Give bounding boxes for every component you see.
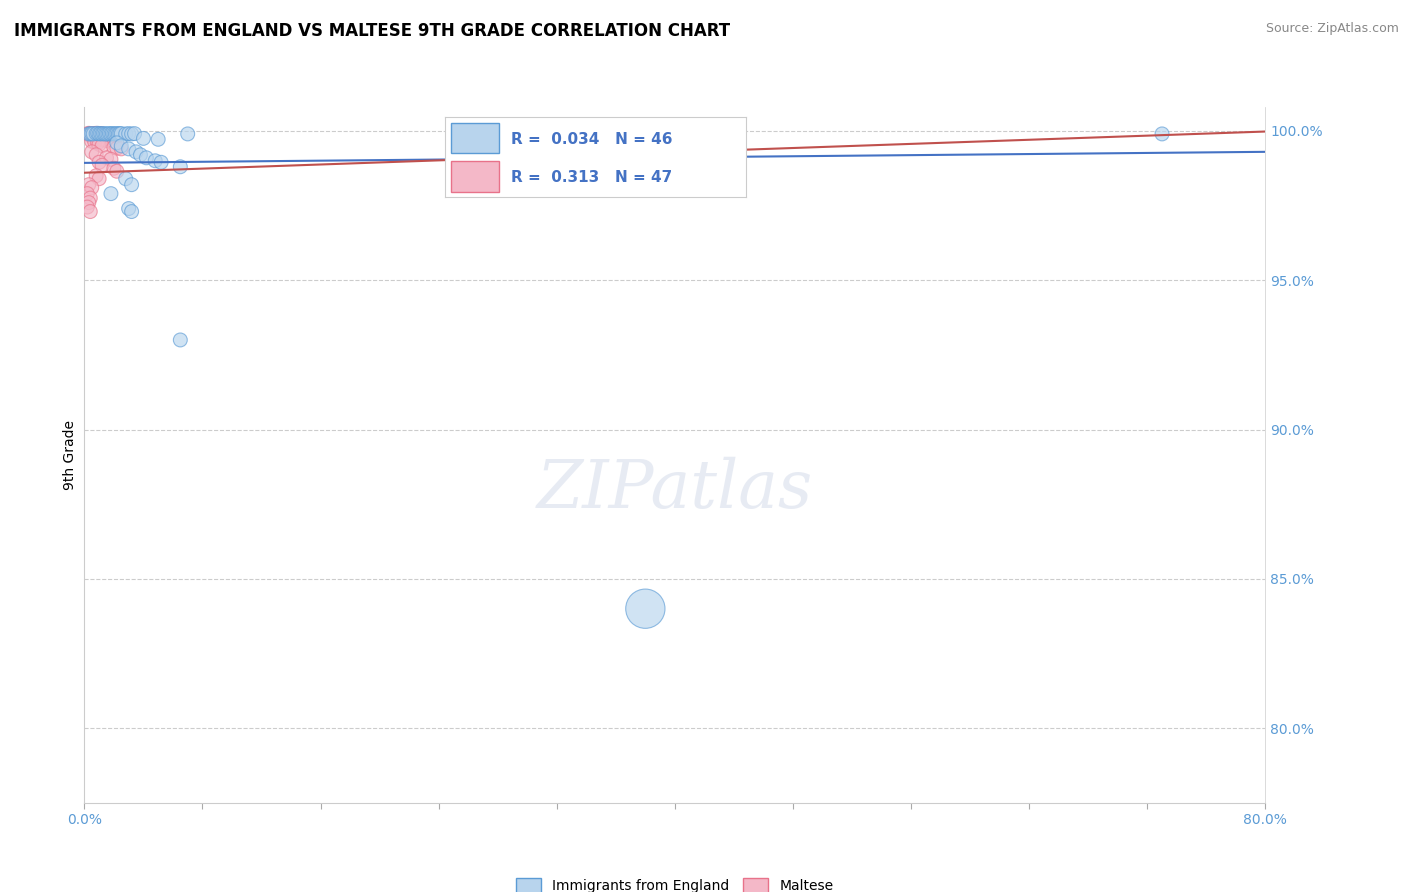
Point [91, 127, 114, 141]
Point [79, 191, 101, 205]
Text: IMMIGRANTS FROM ENGLAND VS MALTESE 9TH GRADE CORRELATION CHART: IMMIGRANTS FROM ENGLAND VS MALTESE 9TH G… [14, 22, 730, 40]
Point [87, 155, 111, 169]
Point [101, 127, 124, 141]
Point [80, 134, 103, 148]
Point [114, 171, 136, 186]
Point [135, 151, 157, 165]
Point [93, 127, 115, 141]
Point [125, 145, 148, 159]
Point [114, 127, 136, 141]
Point [97, 127, 120, 141]
Point [87, 132, 111, 146]
Point [118, 202, 141, 216]
Point [129, 148, 152, 162]
Point [84, 131, 107, 145]
Point [91, 158, 114, 172]
Point [97, 128, 120, 143]
Point [79, 204, 101, 219]
Point [105, 129, 128, 144]
Point [108, 127, 131, 141]
Point [96, 128, 118, 143]
Point [121, 178, 143, 192]
Point [118, 142, 141, 156]
Point [82, 127, 104, 141]
Point [121, 204, 143, 219]
Point [82, 130, 104, 145]
Point [105, 141, 128, 155]
Point [79, 127, 101, 141]
Legend: Immigrants from England, Maltese: Immigrants from England, Maltese [510, 872, 839, 892]
Point [77, 195, 100, 210]
Point [110, 139, 132, 153]
Point [96, 151, 118, 165]
Point [76, 186, 98, 201]
Point [90, 127, 112, 141]
Point [84, 169, 107, 183]
Point [90, 127, 112, 141]
Point [83, 135, 105, 149]
Point [76, 200, 98, 214]
Point [103, 127, 125, 141]
Point [110, 142, 132, 156]
Point [91, 133, 114, 147]
Point [634, 601, 657, 615]
Point [100, 127, 122, 141]
Point [98, 127, 121, 141]
Point [103, 140, 125, 154]
Point [91, 127, 114, 141]
Point [107, 127, 129, 141]
Point [86, 126, 108, 140]
Point [100, 153, 122, 167]
Point [96, 133, 118, 147]
Point [80, 127, 103, 141]
Point [132, 131, 155, 145]
Point [177, 127, 200, 141]
Point [104, 127, 127, 141]
Point [87, 127, 111, 141]
Point [169, 160, 191, 174]
Point [84, 126, 107, 140]
Point [96, 127, 118, 141]
Point [86, 127, 108, 141]
Y-axis label: 9th Grade: 9th Grade [63, 420, 77, 490]
Point [150, 155, 173, 169]
Point [84, 148, 107, 162]
Point [143, 153, 166, 168]
Point [103, 161, 125, 176]
Point [87, 171, 111, 186]
Point [80, 180, 103, 194]
Point [118, 127, 141, 141]
Point [121, 127, 143, 141]
Point [110, 127, 132, 141]
Point [105, 136, 128, 150]
Point [100, 128, 122, 143]
Point [105, 164, 128, 178]
Point [103, 128, 125, 143]
Point [87, 137, 111, 152]
Point [86, 136, 108, 150]
Point [83, 127, 105, 141]
Point [77, 126, 100, 140]
Point [79, 127, 101, 141]
Point [84, 127, 107, 141]
Point [148, 132, 170, 146]
Point [100, 186, 122, 201]
Point [77, 178, 100, 192]
Point [91, 139, 114, 153]
Point [1150, 127, 1173, 141]
Point [82, 127, 104, 141]
Point [87, 127, 111, 141]
Text: ZIPatlas: ZIPatlas [537, 457, 813, 523]
Point [169, 333, 191, 347]
Point [105, 127, 128, 141]
Point [77, 127, 100, 141]
Point [80, 129, 103, 144]
Point [124, 127, 146, 141]
Point [94, 127, 117, 141]
Point [80, 127, 103, 141]
Point [80, 145, 103, 159]
Text: Source: ZipAtlas.com: Source: ZipAtlas.com [1265, 22, 1399, 36]
Point [76, 127, 98, 141]
